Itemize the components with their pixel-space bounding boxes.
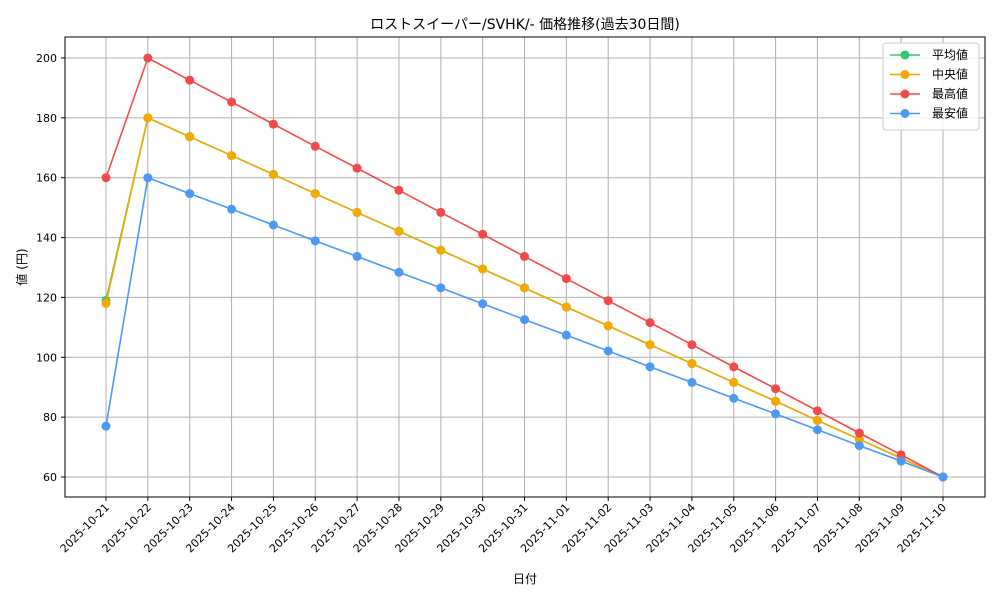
- y-tick-label: 60: [43, 471, 57, 484]
- data-point: [101, 298, 111, 308]
- data-point: [478, 229, 488, 239]
- data-point: [185, 75, 195, 85]
- y-tick-label: 120: [36, 291, 57, 304]
- data-point: [812, 415, 822, 425]
- data-point: [352, 251, 362, 261]
- data-point: [310, 189, 320, 199]
- series-1: [101, 113, 948, 482]
- data-point: [771, 396, 781, 406]
- data-point: [729, 362, 739, 372]
- data-point: [101, 173, 111, 183]
- data-point: [812, 425, 822, 435]
- legend-marker-icon: [900, 89, 910, 99]
- data-point: [771, 384, 781, 394]
- y-axis-ticks: 60 80 100 120 140 160 180 200: [36, 52, 65, 484]
- data-point: [143, 113, 153, 123]
- y-tick-label: 100: [36, 351, 57, 364]
- data-point: [352, 207, 362, 217]
- x-axis-label: 日付: [513, 572, 537, 586]
- legend-box: [882, 42, 980, 131]
- data-point: [854, 441, 864, 451]
- data-point: [729, 393, 739, 403]
- data-point: [854, 434, 864, 444]
- data-point: [645, 340, 655, 350]
- legend-label: 中央値: [932, 67, 968, 82]
- data-point: [436, 245, 446, 255]
- legend-label: 平均値: [932, 47, 968, 62]
- y-tick-label: 80: [43, 411, 57, 424]
- data-point: [938, 472, 948, 482]
- chart-title: ロストスイーパー/SVHK/- 価格推移(過去30日間): [370, 17, 680, 33]
- data-point: [143, 173, 153, 183]
- series-2: [101, 53, 948, 482]
- data-point: [436, 283, 446, 293]
- data-point: [687, 340, 697, 350]
- data-point: [854, 428, 864, 438]
- x-axis-ticks: 2025-10-212025-10-222025-10-232025-10-24…: [58, 497, 949, 555]
- y-tick-label: 180: [36, 112, 57, 125]
- y-tick-label: 160: [36, 172, 57, 185]
- data-point: [394, 185, 404, 195]
- data-point: [645, 318, 655, 328]
- y-tick-label: 140: [36, 232, 57, 245]
- data-point: [227, 97, 237, 107]
- data-point: [687, 359, 697, 369]
- data-point: [687, 377, 697, 387]
- data-point: [227, 151, 237, 161]
- series-lines: [101, 53, 948, 482]
- legend-marker-icon: [900, 50, 910, 60]
- data-point: [310, 236, 320, 246]
- data-point: [561, 302, 571, 312]
- data-point: [268, 119, 278, 129]
- data-point: [603, 296, 613, 306]
- data-point: [896, 456, 906, 466]
- data-point: [520, 283, 529, 293]
- data-point: [185, 132, 195, 142]
- data-point: [645, 362, 655, 372]
- data-point: [561, 330, 571, 340]
- data-point: [394, 267, 404, 277]
- data-point: [603, 321, 613, 331]
- data-point: [143, 53, 153, 63]
- data-point: [436, 207, 446, 217]
- data-point: [478, 299, 488, 309]
- data-point: [394, 226, 404, 236]
- legend-marker-icon: [900, 70, 910, 79]
- data-point: [771, 409, 781, 419]
- data-point: [729, 377, 739, 387]
- data-point: [268, 220, 278, 230]
- data-point: [561, 274, 571, 284]
- legend-marker-icon: [900, 109, 910, 118]
- data-point: [352, 163, 362, 173]
- data-point: [310, 141, 320, 151]
- legend-label: 最安値: [932, 106, 968, 121]
- y-axis-label: 値 (円): [14, 248, 29, 285]
- legend-label: 最高値: [932, 86, 968, 101]
- data-point: [812, 406, 822, 416]
- data-point: [520, 251, 529, 261]
- data-point: [478, 264, 488, 274]
- data-point: [520, 315, 529, 325]
- data-point: [101, 421, 111, 431]
- y-tick-label: 200: [36, 52, 57, 65]
- grid-lines: [65, 37, 985, 497]
- data-point: [896, 450, 906, 460]
- data-point: [268, 169, 278, 179]
- data-point: [227, 204, 237, 214]
- data-point: [603, 346, 613, 356]
- series-3: [101, 173, 948, 482]
- data-point: [185, 189, 195, 199]
